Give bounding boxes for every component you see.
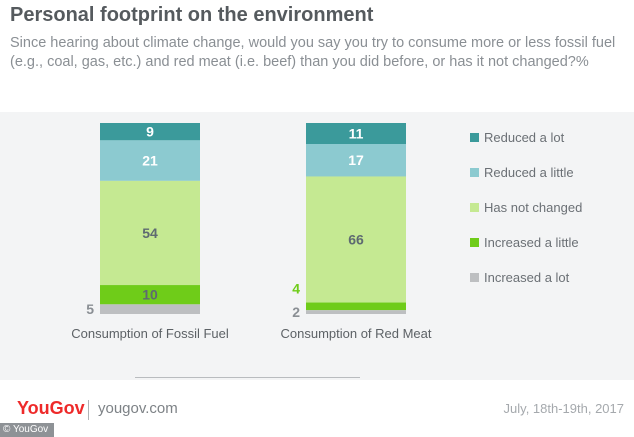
site-link[interactable]: yougov.com (98, 400, 178, 417)
legend-label-reduced-a-lot: Reduced a lot (484, 130, 565, 145)
value-label-consumption-of-red-meat-increased-a-lot: 2 (292, 304, 300, 320)
copyright-credit: © YouGov (0, 423, 55, 437)
value-label-consumption-of-red-meat-reduced-a-little: 17 (348, 152, 364, 168)
legend-swatch-increased-a-lot (470, 273, 479, 282)
value-label-consumption-of-red-meat-increased-a-little: 4 (292, 280, 300, 296)
legend-swatch-reduced-a-lot (470, 133, 479, 142)
bar-segment-consumption-of-fossil-fuel-reduced-a-little (100, 140, 200, 181)
value-label-consumption-of-red-meat-has-not-changed: 66 (348, 232, 364, 248)
bar-segment-consumption-of-red-meat-increased-a-little (306, 302, 406, 311)
category-label-consumption-of-fossil-fuel: Consumption of Fossil Fuel (71, 326, 229, 341)
value-label-consumption-of-fossil-fuel-increased-a-lot: 5 (86, 301, 94, 317)
bar-segment-consumption-of-red-meat-has-not-changed (306, 176, 406, 303)
value-label-consumption-of-fossil-fuel-increased-a-little: 10 (142, 287, 158, 303)
legend-swatch-reduced-a-little (470, 168, 479, 177)
legend-label-increased-a-lot: Increased a lot (484, 270, 570, 285)
legend-label-has-not-changed: Has not changed (484, 200, 582, 215)
logo-separator (88, 400, 89, 420)
yougov-logo: YouGov (17, 398, 85, 418)
survey-date: July, 18th-19th, 2017 (503, 401, 624, 416)
category-label-consumption-of-red-meat: Consumption of Red Meat (280, 326, 431, 341)
bar-segment-consumption-of-red-meat-reduced-a-little (306, 144, 406, 177)
stacked-bar-chart: 9 21 54 10 5 Consumption of Fossil Fuel 11 17 66… (71, 123, 582, 341)
footer-divider (135, 377, 360, 378)
bar-segment-consumption-of-fossil-fuel-has-not-changed (100, 180, 200, 286)
bar-segment-consumption-of-red-meat-increased-a-lot (306, 310, 406, 314)
chart-area: 9 21 54 10 5 Consumption of Fossil Fuel 11 17 66… (0, 112, 634, 380)
legend-swatch-has-not-changed (470, 203, 479, 212)
chart-title: Personal footprint on the environment (10, 4, 374, 26)
bar-segment-consumption-of-fossil-fuel-reduced-a-lot (100, 123, 200, 141)
value-label-consumption-of-fossil-fuel-reduced-a-little: 21 (142, 153, 158, 169)
value-label-consumption-of-fossil-fuel-reduced-a-lot: 9 (146, 124, 154, 140)
bar-segment-consumption-of-fossil-fuel-increased-a-little (100, 285, 200, 305)
value-label-consumption-of-red-meat-reduced-a-lot: 11 (349, 126, 364, 142)
chart-subtitle: Since hearing about climate change, woul… (10, 35, 616, 70)
legend-label-increased-a-little: Increased a little (484, 235, 579, 250)
bar-segment-consumption-of-red-meat-reduced-a-lot (306, 123, 406, 145)
legend-swatch-increased-a-little (470, 238, 479, 247)
bar-segment-consumption-of-fossil-fuel-increased-a-lot (100, 304, 200, 314)
value-label-consumption-of-fossil-fuel-has-not-changed: 54 (142, 225, 158, 241)
legend-label-reduced-a-little: Reduced a little (484, 165, 574, 180)
